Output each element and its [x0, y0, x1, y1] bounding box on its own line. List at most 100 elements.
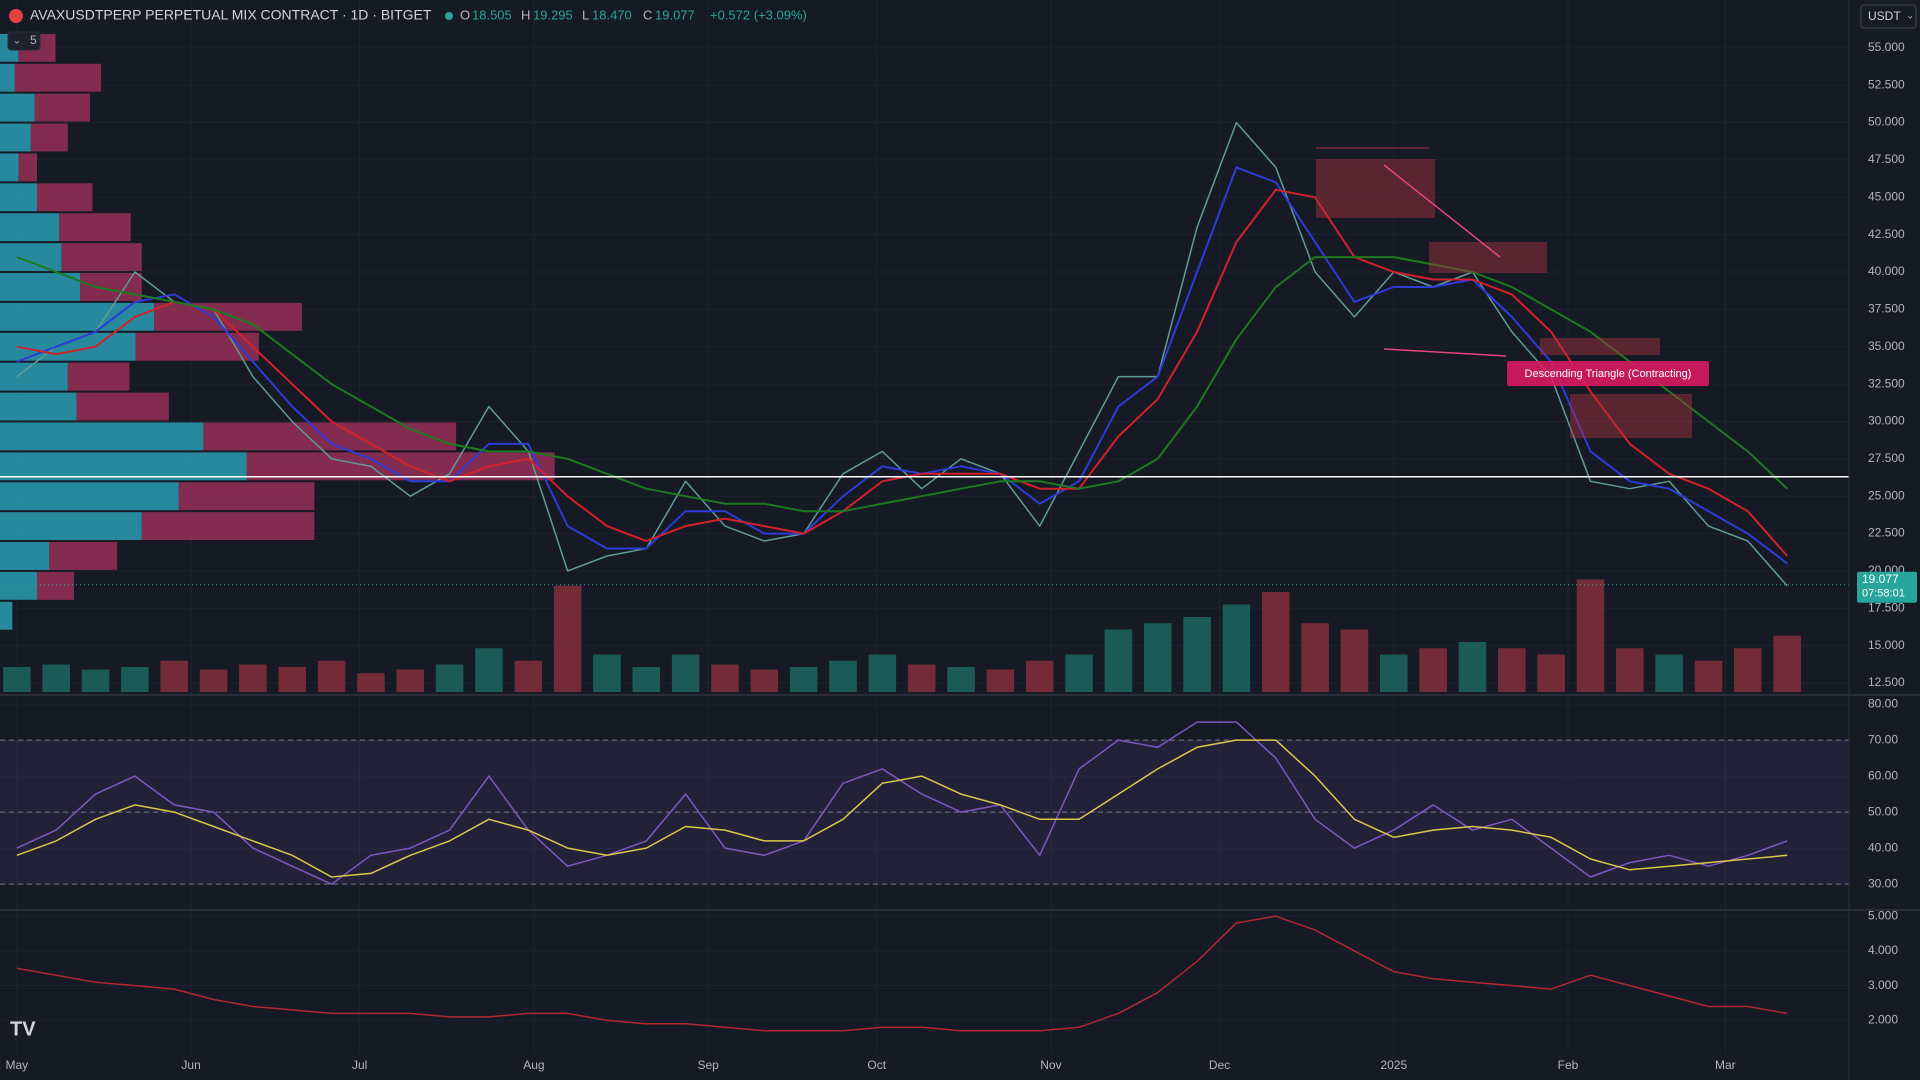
volume-bar: [1498, 648, 1526, 692]
symbol-title: AVAXUSDTPERP PERPETUAL MIX CONTRACT · 1D…: [30, 7, 432, 23]
volume-bar: [1773, 635, 1801, 692]
volume-bar: [750, 669, 779, 692]
profile-up: [0, 123, 31, 152]
profile-up: [0, 243, 62, 272]
volume-bar: [1655, 654, 1683, 692]
x-tick-label: Dec: [1209, 1058, 1230, 1072]
y-tick-label: 50.000: [1868, 115, 1905, 129]
volume-bar: [632, 667, 661, 692]
profile-down: [80, 273, 142, 301]
y-tick-label: 30.00: [1868, 876, 1898, 890]
profile-down: [135, 332, 259, 361]
profile-down: [154, 302, 303, 331]
y-tick-label: 4.000: [1868, 943, 1898, 957]
profile-down: [178, 482, 315, 511]
ohlc-label: C: [643, 7, 652, 22]
ohlc-label: H: [521, 7, 530, 22]
indicator-toggle[interactable]: [7, 31, 41, 51]
volume-bar: [42, 664, 70, 692]
indicator-count[interactable]: 5: [30, 33, 37, 47]
profile-up: [0, 542, 50, 570]
countdown: 07:58:01: [1862, 588, 1905, 600]
y-tick-label: 45.000: [1868, 189, 1905, 203]
ohlc-value: 18.505: [472, 7, 512, 22]
volume-bar: [1616, 648, 1644, 692]
currency[interactable]: USDT: [1868, 9, 1901, 23]
profile-down: [36, 571, 74, 600]
profile-down: [67, 362, 130, 391]
profile-up: [0, 601, 13, 630]
volume-bar: [81, 669, 110, 692]
volume-bar: [435, 664, 464, 692]
x-tick-label: Jul: [352, 1058, 367, 1072]
profile-down: [61, 243, 142, 272]
volume-bar: [1261, 592, 1290, 692]
y-tick-label: 2.000: [1868, 1013, 1898, 1027]
volume-bar: [553, 585, 582, 692]
y-tick-label: 15.000: [1868, 638, 1905, 652]
last-price: 19.077: [1862, 572, 1899, 586]
volume-bar: [1458, 642, 1487, 692]
volume-bar: [1065, 654, 1093, 692]
y-tick-label: 32.500: [1868, 376, 1905, 390]
x-tick-label: Nov: [1040, 1058, 1061, 1072]
profile-up: [0, 153, 19, 182]
volume-bar: [593, 654, 621, 692]
volume-bar: [671, 654, 700, 692]
ohlc-label: O: [460, 7, 470, 22]
y-tick-label: 52.500: [1868, 77, 1905, 91]
volume-bar: [907, 664, 936, 692]
last-price-box: [1857, 571, 1917, 603]
profile-down: [30, 123, 68, 152]
volume-bar: [947, 667, 975, 692]
x-tick-label: Aug: [523, 1058, 544, 1072]
y-tick-label: 70.00: [1868, 732, 1898, 746]
profile-up: [0, 512, 142, 541]
currency-button[interactable]: [1860, 4, 1917, 29]
volume-bar: [1380, 654, 1408, 692]
change: +0.572 (+3.09%): [710, 7, 807, 22]
profile-down: [76, 392, 169, 421]
y-tick-label: 40.00: [1868, 840, 1898, 854]
y-tick-label: 47.500: [1868, 152, 1905, 166]
y-tick-label: 55.000: [1868, 40, 1905, 54]
chevron: ⌄: [1906, 11, 1914, 22]
y-tick-label: 17.500: [1868, 600, 1905, 614]
volume-bar: [278, 667, 307, 692]
volume-bar: [514, 660, 543, 692]
triangle-line: [1383, 164, 1501, 258]
zone: [1570, 394, 1692, 438]
annotation: Descending Triangle (Contracting): [1525, 368, 1692, 380]
profile-down: [49, 542, 118, 570]
volume-bar: [829, 660, 857, 692]
volume-bar: [711, 664, 739, 692]
volume-bar: [1104, 629, 1133, 692]
profile-up: [0, 571, 37, 600]
volume-bar: [357, 673, 385, 692]
volume-bar: [1183, 617, 1211, 692]
series-line: [16, 166, 1788, 565]
y-tick-label: 27.500: [1868, 451, 1905, 465]
drawings: Descending Triangle (Contracting): [1316, 147, 1709, 438]
volume-bar: [475, 648, 503, 692]
y-tick-label: 60.00: [1868, 768, 1898, 782]
profile-up: [0, 392, 77, 421]
ohlc-label: L: [582, 7, 589, 22]
volume-bar: [868, 654, 897, 692]
profile-up: [0, 273, 81, 301]
volume-bar: [1576, 579, 1605, 692]
y-tick-label: 25.000: [1868, 488, 1905, 502]
volume-bar: [986, 669, 1015, 692]
volume-bar: [1734, 648, 1762, 692]
status-dot: [445, 12, 453, 20]
x-tick-label: Mar: [1715, 1058, 1736, 1072]
y-tick-label: 3.000: [1868, 978, 1898, 992]
series-line: [16, 188, 1788, 557]
series-line: [16, 256, 1788, 513]
ohlc-value: 19.077: [655, 7, 695, 22]
profile-up: [0, 213, 60, 242]
volume-bar: [199, 669, 228, 692]
profile-up: [0, 93, 35, 122]
series-line: [16, 915, 1788, 1032]
